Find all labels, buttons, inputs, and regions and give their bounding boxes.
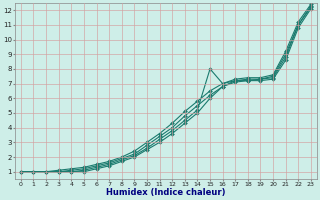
X-axis label: Humidex (Indice chaleur): Humidex (Indice chaleur) [106,188,226,197]
